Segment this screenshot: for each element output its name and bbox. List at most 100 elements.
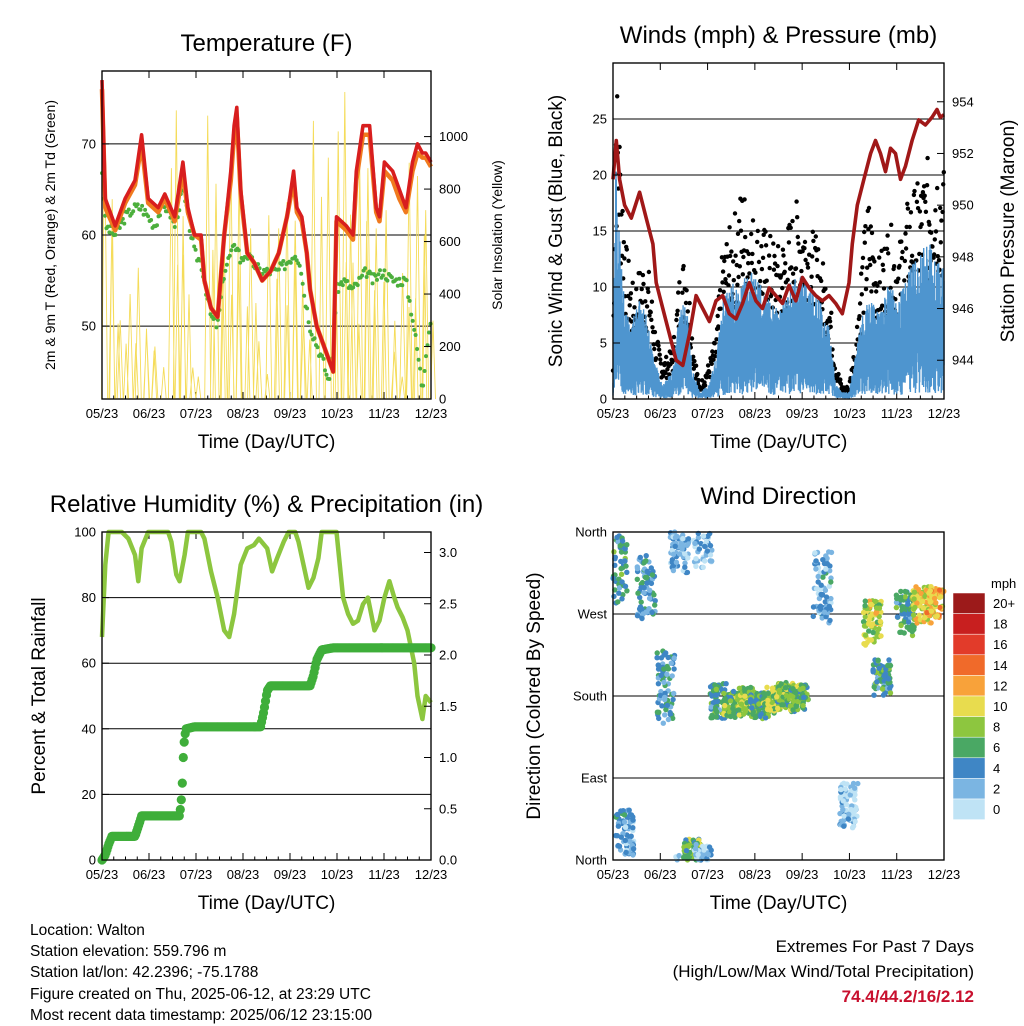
dir-scatter-point <box>646 595 653 602</box>
temp-dewpoint-point <box>424 354 428 359</box>
dir-scatter-point <box>622 583 629 589</box>
wind-gust-point <box>860 255 866 261</box>
wind-gust-point <box>732 211 738 216</box>
dir-scatter-point <box>656 715 662 722</box>
dir-scatter-point <box>918 590 924 597</box>
wind-gust-point <box>641 281 646 287</box>
dir-scatter-point <box>723 681 729 687</box>
dir-scatter-point <box>660 720 666 726</box>
wind-gust-point <box>713 354 718 359</box>
dir-scatter-point <box>800 702 806 709</box>
dir-scatter-point <box>790 693 796 699</box>
wind-gust-point <box>755 239 760 245</box>
dir-scatter-point <box>905 619 912 625</box>
wind-gust-point <box>626 258 631 263</box>
dir-scatter-point <box>790 707 796 713</box>
wind-gust-point <box>627 303 632 308</box>
wind-title: Winds (mph) & Pressure (mb) <box>620 22 937 49</box>
dir-scatter-point <box>871 684 877 690</box>
temp-dewpoint-point <box>385 278 390 283</box>
dir-scatter-point <box>841 813 847 819</box>
dir-scatter-point <box>840 807 846 813</box>
temp-dewpoint-point <box>364 275 369 279</box>
wind-gust-point <box>717 288 723 293</box>
wind-gust-point <box>914 199 920 204</box>
wind-gust-point <box>649 317 654 322</box>
dir-scatter-point <box>641 590 647 596</box>
wind-gust-point <box>685 309 690 314</box>
temp-dewpoint-point <box>238 260 243 265</box>
wind-gust-point <box>912 188 917 194</box>
wind-gust-point <box>668 350 674 356</box>
wind-gust-point <box>655 339 661 345</box>
dir-scatter-point <box>628 833 634 839</box>
dir-scatter-point <box>662 712 668 718</box>
wind-gust-point <box>865 265 870 270</box>
dir-scatter-point <box>713 686 719 692</box>
dir-scatter-point <box>626 807 632 813</box>
dir-scatter-series <box>610 529 947 863</box>
wind-gust-point <box>905 206 911 211</box>
extremes-title: Extremes For Past 7 Days <box>775 937 974 956</box>
elevation-text: Station elevation: 559.796 m <box>30 943 227 961</box>
dir-scatter-point <box>901 611 907 617</box>
temp-dewpoint-point <box>397 276 402 281</box>
dir-scatter-point <box>619 538 626 544</box>
wind-gust-point <box>935 254 940 259</box>
wind-gust-point <box>780 247 786 252</box>
temp-dewpoint-point <box>421 383 426 388</box>
rh-ytick-right-label: 2.0 <box>439 648 457 663</box>
wind-gust-point <box>740 272 745 277</box>
wind-gust-point <box>687 300 692 306</box>
wind-gust-point <box>899 239 904 244</box>
wind-ytick-label: 5 <box>600 336 607 351</box>
wind-gust-point <box>650 325 655 330</box>
wind-gust-point <box>674 312 680 317</box>
dir-scatter-point <box>683 848 690 854</box>
wind-ylabel: Sonic Wind & Gust (Blue, Black) <box>546 95 567 367</box>
dir-scatter-point <box>685 555 691 561</box>
dir-scatter-point <box>702 558 708 564</box>
temp-dewpoint-point <box>105 224 110 229</box>
temp-dewpoint-point <box>363 266 368 271</box>
temp-dewpoint-point <box>294 258 299 263</box>
wind-gust-point <box>789 265 794 270</box>
wind-gust-point <box>691 354 696 359</box>
wind-gust-point <box>657 352 662 357</box>
temp-ytick-label: 50 <box>82 319 96 334</box>
temp-dewpoint-point <box>158 213 162 218</box>
temp-dewpoint-point <box>293 254 298 259</box>
dir-scatter-point <box>812 550 818 556</box>
dir-title: Wind Direction <box>700 483 856 510</box>
dir-scatter-point <box>682 551 688 557</box>
dir-scatter-point <box>823 566 829 572</box>
temp-dewpoint-point <box>192 244 197 249</box>
dir-scatter-point <box>638 599 644 605</box>
extremes-box: Extremes For Past 7 Days (High/Low/Max W… <box>673 934 974 1009</box>
wind-gust-point <box>880 262 885 267</box>
temp-dewpoint-point <box>416 357 421 362</box>
dir-scatter-point <box>730 688 737 695</box>
speed-legend-label: 0 <box>993 802 1000 817</box>
temp-dewpoint-point <box>306 320 311 325</box>
dir-scatter-point <box>664 702 670 709</box>
dir-scatter-point <box>618 558 624 565</box>
temp-dewpoint-point <box>149 218 154 222</box>
wind-gust-point <box>723 277 728 282</box>
dir-scatter-point <box>643 553 649 559</box>
temp-dewpoint-point <box>312 336 317 341</box>
wind-gust-point <box>632 305 637 310</box>
dir-scatter-point <box>707 684 714 690</box>
wind-gust-point <box>646 269 652 275</box>
wind-gust-point <box>936 258 942 263</box>
temp-dewpoint-point <box>241 258 246 263</box>
wind-gust-point <box>731 278 736 283</box>
dir-scatter-point <box>670 551 677 557</box>
wind-gust-point <box>827 319 833 324</box>
created-text: Figure created on Thu, 2025-06-12, at 23… <box>30 985 371 1003</box>
temp-ytick-right-label: 0 <box>439 392 446 407</box>
wind-gust-point <box>763 243 769 248</box>
dir-scatter-point <box>852 797 858 803</box>
wind-gust-point <box>629 319 634 324</box>
wind-gust-point <box>692 358 697 364</box>
